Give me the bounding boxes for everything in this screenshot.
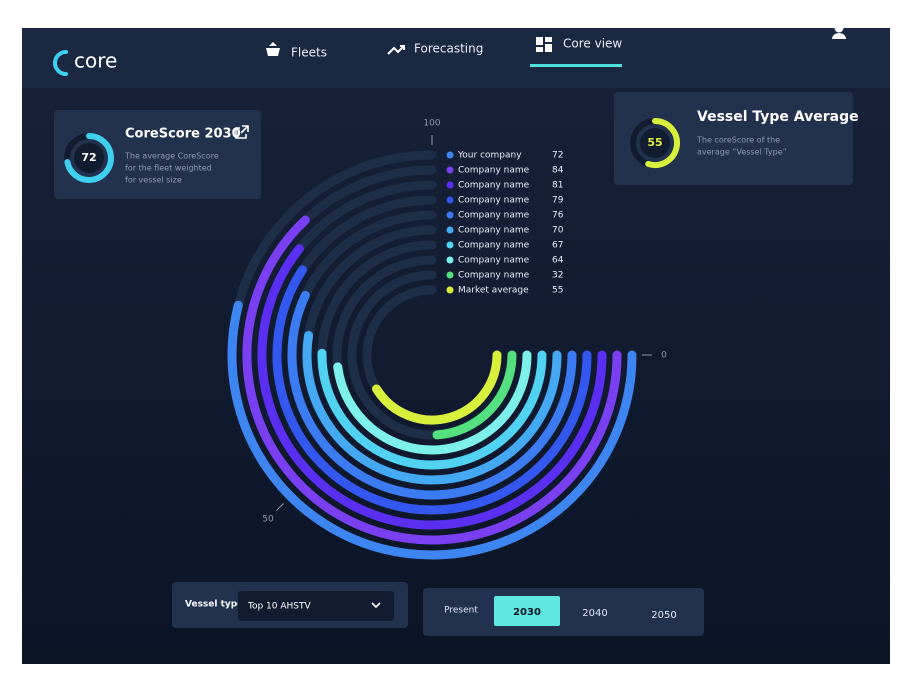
legend-label: Company name <box>458 256 530 266</box>
core-view-icon <box>536 37 552 52</box>
legend-value: 32 <box>552 271 563 281</box>
card-text: for vessel size <box>125 176 182 185</box>
legend-label: Company name <box>458 211 530 221</box>
legend-dot <box>446 196 454 204</box>
card-text: The average CoreScore <box>124 152 219 161</box>
legend-label: Company name <box>458 196 530 206</box>
user-icon[interactable] <box>834 23 844 33</box>
year-tab[interactable]: 2030 <box>513 607 541 618</box>
ring-bar <box>372 350 502 425</box>
forecast-icon <box>387 45 405 55</box>
nav-item[interactable]: Fleets <box>291 46 327 60</box>
ring-bar <box>287 290 577 500</box>
year-selected <box>494 596 560 626</box>
radial-chart: Your company 72 Company name 84 Company name… <box>227 119 667 560</box>
legend-label: Company name <box>458 181 530 191</box>
legend-label: Market average <box>458 286 529 296</box>
legend-dot <box>446 286 454 294</box>
legend-dot <box>446 271 454 279</box>
nav-item[interactable]: Core view <box>563 37 622 51</box>
card-title: CoreScore 2030 <box>125 127 241 142</box>
legend-dot <box>446 181 454 189</box>
legend-value: 64 <box>552 256 564 266</box>
legend-value: 70 <box>552 226 564 236</box>
tick-label: 50 <box>262 515 274 525</box>
control-label: Vessel type <box>185 600 243 610</box>
legend-label: Your company <box>457 151 522 161</box>
card-text: for the fleet weighted <box>125 164 212 173</box>
legend-value: 72 <box>552 151 563 161</box>
nav-bar <box>22 28 890 88</box>
gauge-core <box>640 128 670 158</box>
gauge-arc <box>645 118 680 168</box>
ring-bar <box>227 300 637 560</box>
legend-dot <box>446 151 454 159</box>
gauge-arc <box>64 133 114 183</box>
legend-value: 84 <box>552 166 564 176</box>
nav-item[interactable]: Forecasting <box>414 42 483 56</box>
fleets-icon <box>266 42 280 56</box>
year-panel <box>423 588 704 636</box>
card <box>614 92 853 185</box>
chevron <box>371 602 381 609</box>
year-tab[interactable]: 2040 <box>582 608 607 619</box>
card-text: average “Vessel Type” <box>697 148 787 157</box>
legend-value: 79 <box>552 196 564 206</box>
ring-bar <box>242 215 622 545</box>
legend-dot <box>446 241 454 249</box>
legend-dot <box>446 226 454 234</box>
tick-mark <box>276 503 284 511</box>
user-icon-body <box>832 33 846 39</box>
card-text: The coreScore of the <box>696 136 780 145</box>
ring-bar <box>272 265 592 515</box>
legend-value: 55 <box>552 286 563 296</box>
legend-value: 76 <box>552 211 564 221</box>
tick-label: 100 <box>423 119 440 129</box>
logo-text[interactable]: core <box>74 49 117 73</box>
legend-label: Company name <box>458 271 530 281</box>
year-tab[interactable]: Present <box>444 606 478 616</box>
logo-icon <box>53 50 68 76</box>
legend-dot <box>446 211 454 219</box>
tick-label: 0 <box>661 351 667 361</box>
legend-label: Company name <box>458 166 530 176</box>
ring-bar <box>333 350 532 455</box>
card-title: Vessel Type Average <box>697 109 859 125</box>
legend-label: Company name <box>458 226 530 236</box>
card <box>54 110 261 199</box>
ring-bar <box>317 348 547 470</box>
select-value: Top 10 AHSTV <box>247 602 311 612</box>
legend-value: 67 <box>552 241 563 251</box>
active-underline <box>530 64 622 67</box>
legend-label: Company name <box>458 241 530 251</box>
ring-bar <box>257 244 607 530</box>
year-tab[interactable]: 2050 <box>651 610 676 621</box>
gauge-value: 55 <box>647 136 662 149</box>
ring-bar <box>302 330 562 485</box>
select[interactable] <box>238 591 394 621</box>
external-link-icon[interactable] <box>235 125 249 139</box>
gauge-value: 72 <box>81 151 96 164</box>
legend-dot <box>446 166 454 174</box>
gauge-core <box>74 143 104 173</box>
legend-dot <box>446 256 454 264</box>
legend-value: 81 <box>552 181 563 191</box>
ring-bar <box>432 350 517 440</box>
